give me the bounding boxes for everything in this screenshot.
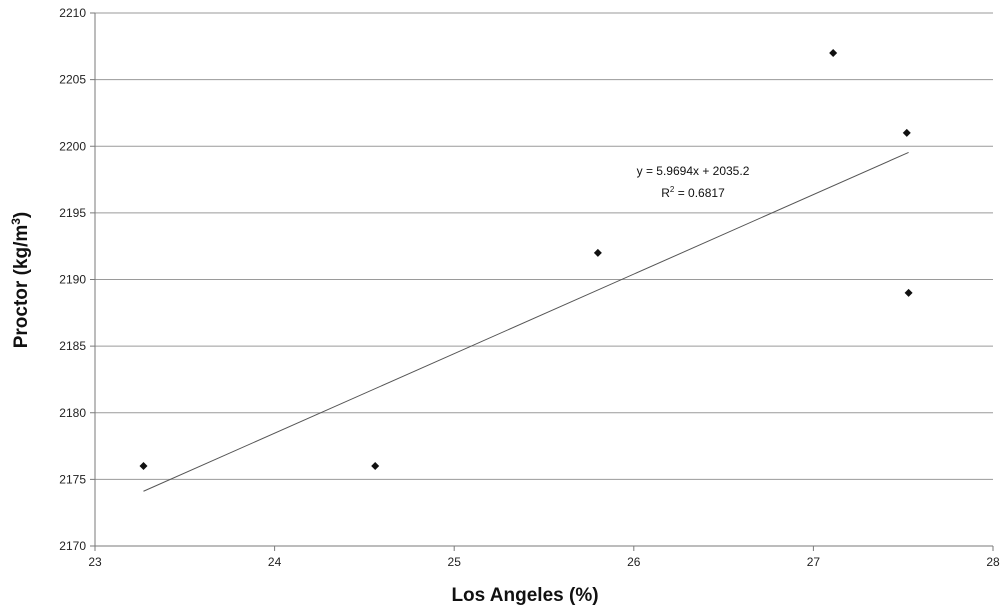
x-tick-labels: 23 24 25 26 27 28 <box>88 546 1000 569</box>
x-tick-label-28: 28 <box>986 555 1000 569</box>
data-points <box>139 48 913 471</box>
y-tick-label-2170: 2170 <box>59 539 86 553</box>
y-tick-label-2175: 2175 <box>59 472 86 486</box>
x-tick-label-25: 25 <box>448 555 462 569</box>
data-point-6 <box>904 288 913 297</box>
trendline-equation: y = 5.9694x + 2035.2 <box>637 164 750 178</box>
y-tick-label-2190: 2190 <box>59 273 86 287</box>
y-tick-label-2195: 2195 <box>59 206 86 220</box>
r-squared-label: R2 = 0.6817 <box>661 185 725 200</box>
data-point-2 <box>371 462 380 471</box>
y-tick-label-2205: 2205 <box>59 73 86 87</box>
y-tick-label-2200: 2200 <box>59 139 86 153</box>
y-tick-label-2185: 2185 <box>59 339 86 353</box>
y-tick-label-2210: 2210 <box>59 6 86 20</box>
y-axis-title: Proctor (kg/m3) <box>9 212 32 349</box>
data-point-5 <box>902 128 911 137</box>
x-tick-label-27: 27 <box>807 555 821 569</box>
data-point-4 <box>829 48 838 57</box>
data-point-3 <box>593 248 602 257</box>
y-tick-labels: 2170 2175 2180 2185 2190 2195 2200 2205 2210 <box>59 6 95 553</box>
y-tick-label-2180: 2180 <box>59 406 86 420</box>
x-tick-label-26: 26 <box>627 555 641 569</box>
data-point-1 <box>139 462 148 471</box>
x-axis-title: Los Angeles (%) <box>451 585 598 606</box>
grid-lines <box>95 12 993 480</box>
x-tick-label-24: 24 <box>268 555 282 569</box>
trendline <box>143 151 909 492</box>
x-tick-label-23: 23 <box>88 555 102 569</box>
